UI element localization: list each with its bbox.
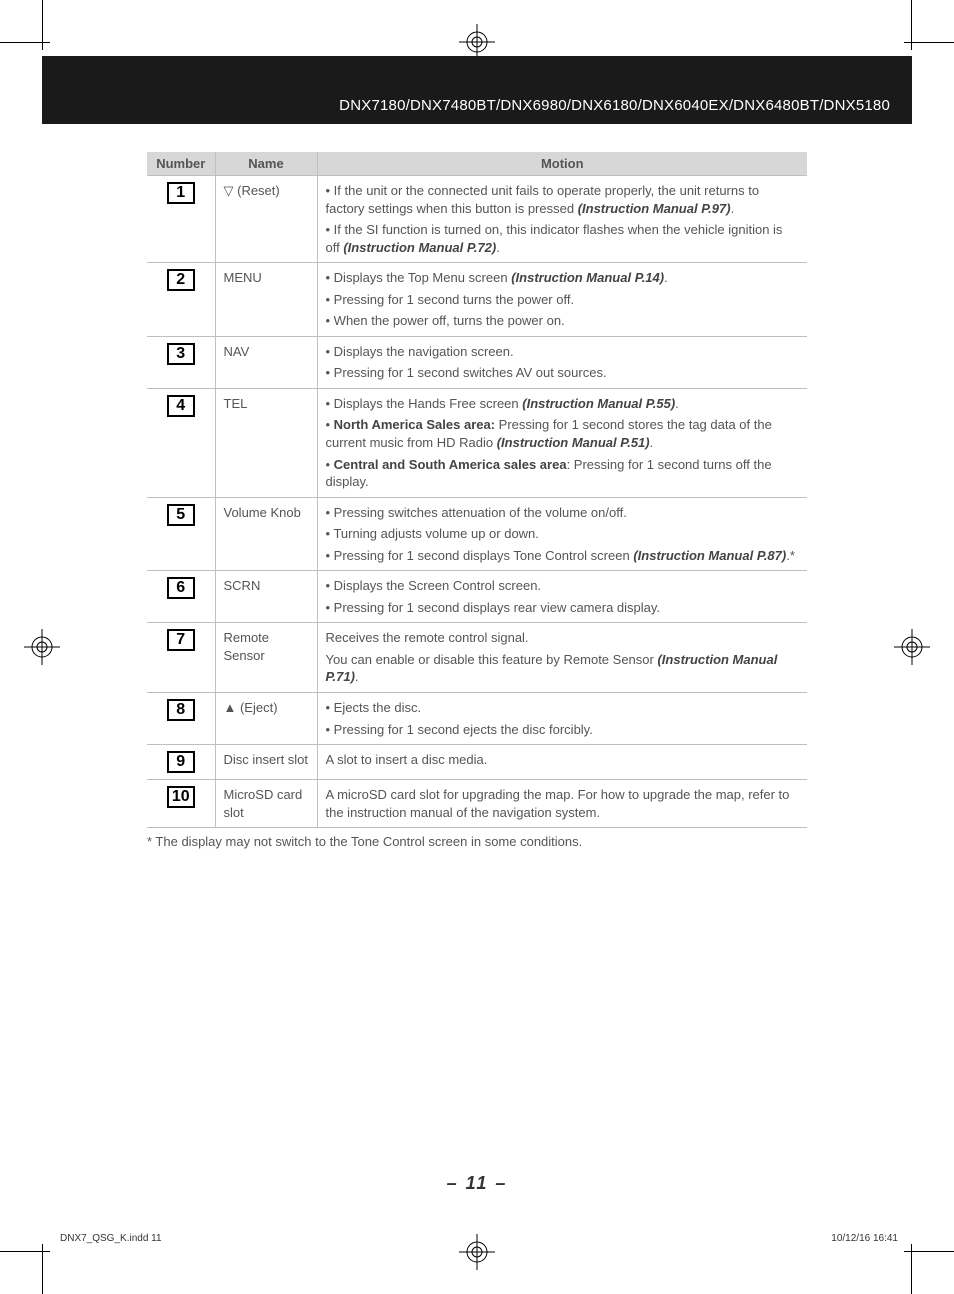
cell-name: Disc insert slot [215, 745, 317, 780]
header-title: DNX7180/DNX7480BT/DNX6980/DNX6180/DNX604… [339, 97, 890, 114]
th-name: Name [215, 152, 317, 176]
cell-name: MENU [215, 263, 317, 337]
page-number: – 11 – [42, 1173, 912, 1194]
motion-item: A slot to insert a disc media. [326, 751, 800, 769]
motion-item: Pressing for 1 second ejects the disc fo… [326, 721, 800, 739]
cell-name: Remote Sensor [215, 623, 317, 693]
content: Number Name Motion 1 ▽ (Reset) If the unit… [147, 152, 807, 849]
page-number-value: 11 [466, 1173, 489, 1193]
number-box: 6 [167, 577, 195, 599]
motion-item: Turning adjusts volume up or down. [326, 525, 800, 543]
cell-motion: Receives the remote control signal. You c… [317, 623, 807, 693]
motion-item: Pressing for 1 second switches AV out so… [326, 364, 800, 382]
motion-item: Ejects the disc. [326, 699, 800, 717]
cell-motion: If the unit or the connected unit fails … [317, 176, 807, 263]
number-box: 2 [167, 269, 195, 291]
motion-item: Pressing for 1 second turns the power of… [326, 291, 800, 309]
cell-number: 4 [147, 388, 215, 497]
cell-number: 8 [147, 693, 215, 745]
cell-name: SCRN [215, 571, 317, 623]
cell-motion: Displays the Hands Free screen (Instruct… [317, 388, 807, 497]
table-row: 2 MENU Displays the Top Menu screen (Instr… [147, 263, 807, 337]
number-box: 7 [167, 629, 195, 651]
cell-number: 2 [147, 263, 215, 337]
table-row: 9 Disc insert slot A slot to insert a disc… [147, 745, 807, 780]
motion-item: Displays the Top Menu screen (Instructio… [326, 269, 800, 287]
table-row: 5 Volume Knob Pressing switches attenuatio… [147, 497, 807, 571]
cell-name: Volume Knob [215, 497, 317, 571]
cell-number: 1 [147, 176, 215, 263]
cell-number: 10 [147, 780, 215, 828]
cell-number: 5 [147, 497, 215, 571]
motion-item: Displays the Screen Control screen. [326, 577, 800, 595]
th-number: Number [147, 152, 215, 176]
motion-item: Receives the remote control signal. [326, 629, 800, 647]
motion-item: When the power off, turns the power on. [326, 312, 800, 330]
motion-item: If the unit or the connected unit fails … [326, 182, 800, 217]
motion-item: Pressing for 1 second displays rear view… [326, 599, 800, 617]
table-row: 10 MicroSD card slot A microSD card slot f… [147, 780, 807, 828]
table-row: 8 ▲ (Eject) Ejects the disc. Pressing for 1… [147, 693, 807, 745]
cell-motion: Pressing switches attenuation of the vol… [317, 497, 807, 571]
cell-number: 6 [147, 571, 215, 623]
motion-item: North America Sales area: Pressing for 1… [326, 416, 800, 451]
footer-timestamp: 10/12/16 16:41 [831, 1233, 898, 1244]
table-row: 7Remote SensorReceives the remote contro… [147, 623, 807, 693]
table-row: 4 TEL Displays the Hands Free screen (Inst… [147, 388, 807, 497]
footer-file: DNX7_QSG_K.indd 11 [60, 1233, 162, 1244]
cell-name: TEL [215, 388, 317, 497]
cell-name: ▲ (Eject) [215, 693, 317, 745]
table-row: 3 NAV Displays the navigation screen. Press… [147, 336, 807, 388]
motion-item: A microSD card slot for upgrading the ma… [326, 786, 800, 821]
number-box: 3 [167, 343, 195, 365]
number-box: 5 [167, 504, 195, 526]
page: DNX7180/DNX7480BT/DNX6980/DNX6180/DNX604… [42, 42, 912, 1252]
motion-item: Displays the navigation screen. [326, 343, 800, 361]
cell-name: ▽ (Reset) [215, 176, 317, 263]
motion-item: You can enable or disable this feature b… [326, 651, 800, 686]
th-motion: Motion [317, 152, 807, 176]
number-box: 8 [167, 699, 195, 721]
table-row: 1 ▽ (Reset) If the unit or the connected u… [147, 176, 807, 263]
cell-motion: A slot to insert a disc media. [317, 745, 807, 780]
cell-motion: Displays the Top Menu screen (Instructio… [317, 263, 807, 337]
motion-item: Displays the Hands Free screen (Instruct… [326, 395, 800, 413]
cell-motion: Displays the navigation screen. Pressing … [317, 336, 807, 388]
motion-item: Pressing switches attenuation of the vol… [326, 504, 800, 522]
number-box: 4 [167, 395, 195, 417]
motion-item: Central and South America sales area: Pr… [326, 456, 800, 491]
cell-name: NAV [215, 336, 317, 388]
motion-item: Pressing for 1 second displays Tone Cont… [326, 547, 800, 565]
cell-name: MicroSD card slot [215, 780, 317, 828]
functions-table: Number Name Motion 1 ▽ (Reset) If the unit… [147, 152, 807, 828]
table-row: 6SCRNDisplays the Screen Control screen.… [147, 571, 807, 623]
cell-number: 3 [147, 336, 215, 388]
number-box: 10 [167, 786, 195, 808]
cell-number: 7 [147, 623, 215, 693]
cell-motion: Ejects the disc. Pressing for 1 second ej… [317, 693, 807, 745]
motion-item: If the SI function is turned on, this in… [326, 221, 800, 256]
number-box: 9 [167, 751, 195, 773]
header-bar: DNX7180/DNX7480BT/DNX6980/DNX6180/DNX604… [42, 56, 912, 124]
cell-motion: Displays the Screen Control screen. Press… [317, 571, 807, 623]
cell-number: 9 [147, 745, 215, 780]
footnote: * The display may not switch to the Tone… [147, 834, 807, 849]
number-box: 1 [167, 182, 195, 204]
cell-motion: A microSD card slot for upgrading the ma… [317, 780, 807, 828]
